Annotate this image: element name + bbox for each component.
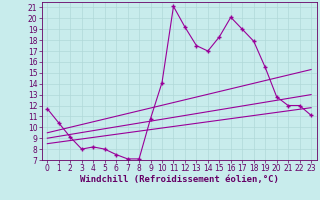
X-axis label: Windchill (Refroidissement éolien,°C): Windchill (Refroidissement éolien,°C) (80, 175, 279, 184)
